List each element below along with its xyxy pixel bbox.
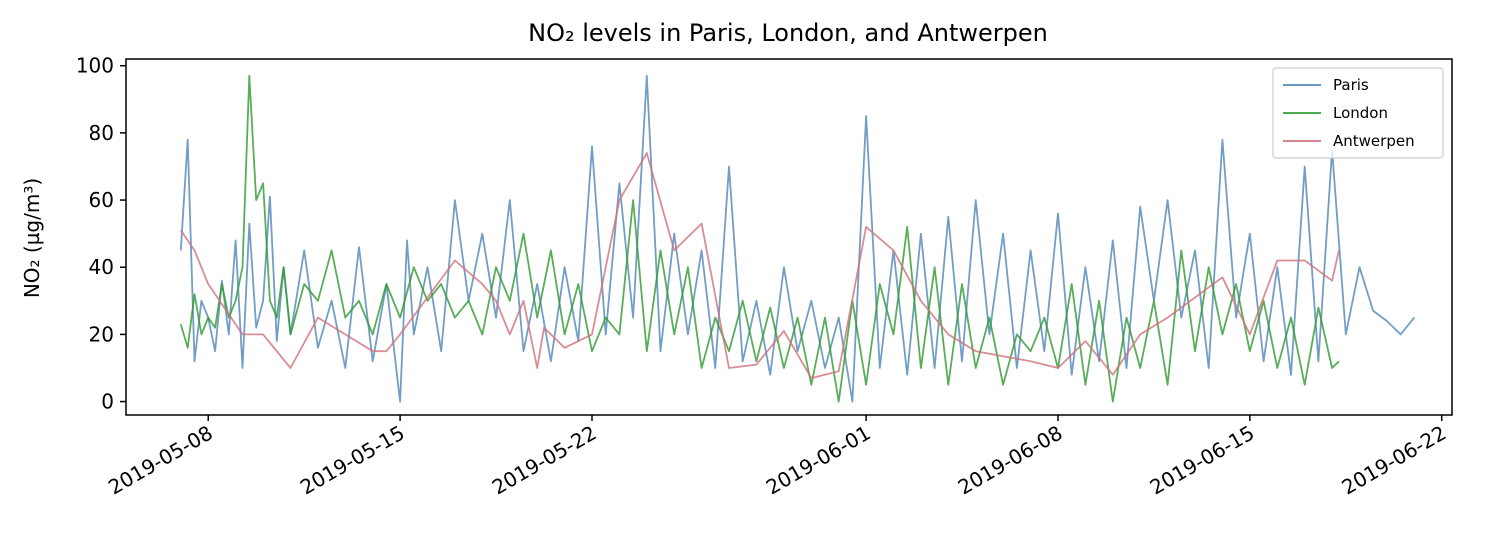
plot-frame xyxy=(125,58,1453,416)
legend-label: Paris xyxy=(1333,76,1369,94)
series-line-paris xyxy=(179,74,1415,403)
y-tick-label: 100 xyxy=(76,54,114,78)
y-tick-label: 0 xyxy=(101,390,114,414)
legend: Paris London Antwerpen xyxy=(1272,67,1444,159)
y-tick-label: 80 xyxy=(89,121,114,145)
chart-title: NO₂ levels in Paris, London, and Antwerp… xyxy=(528,19,1048,47)
series-layer xyxy=(179,74,1415,403)
legend-label: London xyxy=(1333,104,1388,122)
y-tick-label: 20 xyxy=(89,322,114,346)
series-line-antwerpen xyxy=(180,152,1340,380)
y-axis-label: NO₂ (µg/m³) xyxy=(20,178,44,298)
legend-label: Antwerpen xyxy=(1333,132,1415,150)
series-line-london xyxy=(179,74,1340,403)
y-tick-label: 40 xyxy=(89,255,114,279)
y-tick-label: 60 xyxy=(89,188,114,212)
legend-box xyxy=(1272,67,1444,159)
